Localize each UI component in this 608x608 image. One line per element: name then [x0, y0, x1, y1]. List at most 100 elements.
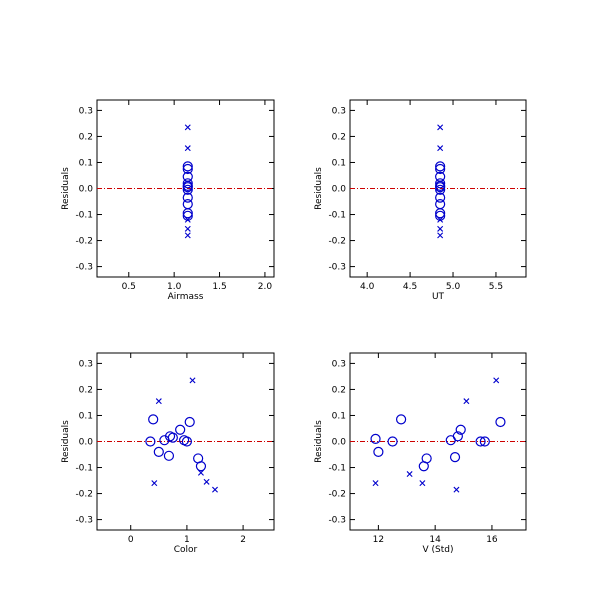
y-tick-label: 0.0: [79, 185, 94, 195]
x-tick-label: 4.0: [360, 282, 375, 292]
data-point-circle: [373, 446, 384, 458]
x-tick-label: 1.0: [167, 282, 182, 292]
data-point-circle: [475, 436, 486, 447]
data-point-circle: [148, 414, 159, 425]
x-tick-label: 0.5: [122, 282, 136, 292]
y-axis-label: Residuals: [314, 167, 324, 210]
x-tick-label: 14: [429, 535, 441, 545]
data-point-circle: [370, 433, 381, 444]
data-point-circle: [479, 436, 490, 447]
data-point-x: [197, 469, 204, 476]
data-point-circle: [395, 414, 407, 425]
y-tick-label: -0.1: [328, 464, 346, 474]
data-point-circle: [182, 163, 193, 175]
x-axis-label: V (Std): [423, 545, 454, 555]
y-tick-label: 0.0: [79, 438, 94, 448]
y-tick-label: -0.1: [328, 211, 346, 221]
data-point-x: [155, 398, 162, 405]
y-tick-label: 0.0: [332, 438, 347, 448]
y-tick-label: -0.1: [75, 211, 93, 221]
y-tick-label: 0.3: [79, 359, 93, 369]
data-point-x: [184, 216, 191, 223]
y-tick-label: 0.2: [79, 385, 93, 395]
y-tick-label: 0.1: [79, 411, 93, 421]
y-tick-label: 0.1: [332, 411, 346, 421]
data-point-circle: [455, 424, 466, 435]
data-point-circle: [435, 161, 446, 172]
residual-plot-3: 0 1 2 -0.3 -0.2 -0.1 0.0 0.1 0.2 0.3 Color Residual…: [61, 352, 275, 555]
residual-plot-2: 4.0 4.5 5.0 5.5 -0.3 -0.2 -0.1 0.0 0.1 0.2 0.3 UT Re…: [314, 99, 527, 302]
data-point-x: [437, 124, 444, 131]
data-point-x: [493, 377, 500, 384]
data-point-x: [437, 225, 444, 232]
data-point-circle: [435, 178, 446, 189]
y-tick-label: 0.1: [332, 158, 346, 168]
data-point-circle: [421, 453, 432, 464]
data-point-x: [184, 124, 191, 131]
data-point-x: [437, 145, 444, 152]
data-point-circle: [435, 184, 446, 195]
x-tick-label: 5.0: [446, 282, 461, 292]
x-tick-label: 1.5: [212, 282, 226, 292]
x-axis-label: UT: [432, 292, 445, 302]
data-point-circle: [435, 182, 446, 193]
data-point-circle: [184, 416, 195, 428]
data-point-x: [419, 480, 426, 487]
data-point-circle: [181, 436, 193, 447]
data-point-x: [151, 480, 158, 487]
data-point-x: [453, 486, 460, 493]
data-point-x: [406, 471, 413, 478]
x-tick-label: 4.5: [403, 282, 417, 292]
data-point-x: [437, 232, 444, 239]
y-tick-label: -0.3: [75, 263, 93, 273]
data-point-x: [203, 478, 210, 485]
data-point-circle: [435, 208, 446, 219]
data-point-circle: [175, 424, 186, 435]
data-point-circle: [167, 432, 178, 443]
x-tick-label: 0: [128, 535, 134, 545]
data-point-circle: [182, 192, 193, 203]
y-tick-label: -0.1: [75, 464, 93, 474]
data-point-circle: [449, 452, 461, 463]
data-point-circle: [435, 163, 446, 175]
data-point-x: [463, 398, 470, 405]
y-tick-label: 0.3: [332, 359, 346, 369]
data-point-x: [437, 216, 444, 223]
data-point-circle: [195, 461, 207, 472]
y-tick-label: -0.3: [328, 263, 346, 273]
data-point-circle: [182, 161, 193, 172]
x-tick-label: 2: [240, 535, 246, 545]
x-axis-label: Airmass: [168, 292, 204, 302]
data-point-x: [212, 486, 218, 493]
y-axis-label: Residuals: [314, 420, 324, 463]
data-point-x: [372, 480, 379, 487]
x-tick-label: 16: [486, 535, 498, 545]
data-point-x: [189, 377, 196, 384]
y-tick-label: 0.2: [332, 132, 346, 142]
data-point-circle: [145, 436, 156, 447]
x-axis-label: Color: [174, 545, 198, 555]
y-tick-label: -0.3: [75, 516, 93, 526]
y-tick-label: -0.2: [75, 237, 93, 247]
data-point-circle: [182, 208, 193, 219]
x-tick-label: 2.0: [258, 282, 273, 292]
data-point-circle: [182, 178, 193, 189]
y-tick-label: 0.2: [332, 385, 346, 395]
data-point-x: [184, 225, 191, 232]
y-tick-label: -0.2: [328, 237, 346, 247]
y-tick-label: 0.3: [79, 106, 93, 116]
y-tick-label: 0.3: [332, 106, 346, 116]
data-point-x: [184, 145, 191, 152]
data-point-x: [184, 232, 191, 239]
y-axis-label: Residuals: [61, 420, 71, 463]
y-tick-label: -0.2: [328, 490, 346, 500]
y-tick-label: -0.2: [75, 490, 93, 500]
y-tick-label: -0.3: [328, 516, 346, 526]
data-point-circle: [182, 184, 193, 195]
residual-plot-1: 0.5 1.0 1.5 2.0 -0.3 -0.2 -0.1 0.0 0.1 0.2 0.3 Airm…: [61, 99, 275, 302]
data-point-circle: [495, 416, 506, 428]
x-tick-label: 1: [184, 535, 190, 545]
data-point-circle: [452, 431, 463, 442]
